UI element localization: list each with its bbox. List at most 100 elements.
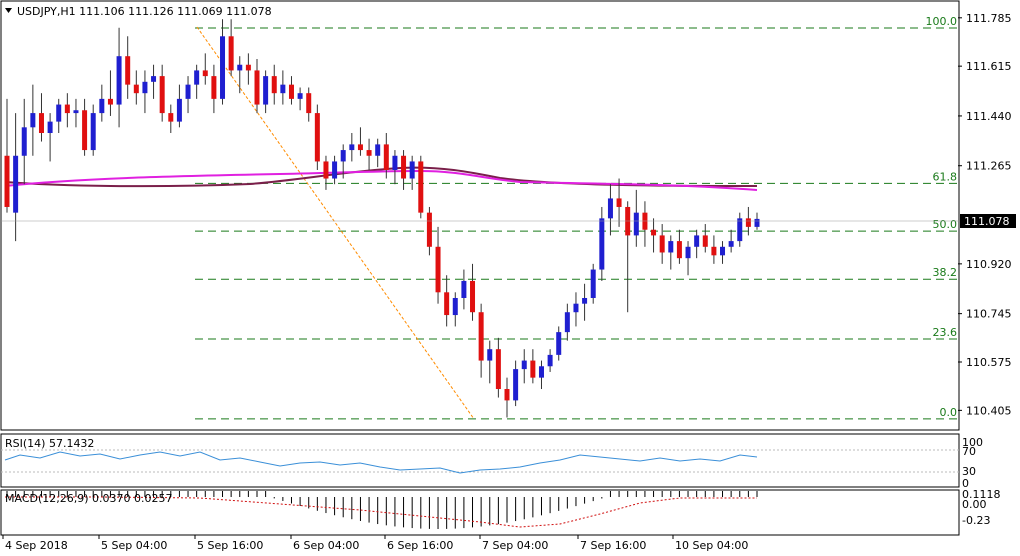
candle-body	[64, 104, 70, 114]
symbol-info: USDJPY,H1 111.106 111.126 111.069 111.07…	[17, 5, 272, 18]
macd-tick-top: 0.1118	[962, 488, 1001, 501]
candle-body	[720, 246, 726, 256]
symbol-dropdown-icon[interactable]	[5, 8, 12, 13]
time-tick-label: 5 Sep 04:00	[101, 539, 167, 552]
candle-body	[133, 84, 139, 94]
candle-body	[745, 218, 751, 227]
candle-body	[401, 155, 407, 179]
time-tick-label: 5 Sep 16:00	[197, 539, 263, 552]
candle-body	[409, 161, 415, 179]
candle-body	[737, 218, 743, 242]
candle-body	[547, 354, 553, 367]
fib-level-label-2: 50.0	[933, 218, 958, 231]
candle-body	[711, 246, 717, 256]
candle-body	[340, 150, 346, 162]
candle-body	[168, 113, 174, 122]
price-axis: 111.785 111.615 111.440 111.265 110.920 110.7…	[958, 12, 1012, 417]
rsi-line	[4, 451, 758, 474]
fib-level-label-4: 23.6	[933, 326, 958, 339]
candle-body	[73, 110, 79, 114]
candle-body	[314, 113, 320, 162]
price-tick-label: 110.575	[966, 356, 1012, 369]
candle-body	[582, 297, 588, 304]
candle-body	[254, 70, 260, 105]
candle-body	[694, 235, 700, 247]
candle-body	[228, 36, 234, 71]
candle-body	[521, 360, 527, 370]
candle-body	[616, 198, 622, 207]
time-tick-label: 6 Sep 16:00	[387, 539, 453, 552]
macd-histogram	[6, 491, 758, 529]
candle-body	[202, 70, 208, 77]
time-tick-label: 10 Sep 04:00	[675, 539, 748, 552]
candle-body	[4, 155, 10, 207]
candle-body	[530, 360, 536, 378]
candle-body	[573, 303, 579, 313]
candle-body	[383, 144, 389, 170]
candle-body	[651, 229, 657, 236]
candle-body	[263, 76, 269, 105]
candle-body	[495, 349, 501, 390]
candle-body	[280, 84, 286, 94]
candle-body	[90, 113, 96, 151]
candle-body	[47, 121, 53, 134]
price-panel-frame	[0, 0, 960, 431]
macd-label: MACD(12,26,9) 0.0370 0.0257	[5, 492, 173, 505]
candle-body	[556, 332, 562, 355]
candle-body	[754, 218, 760, 227]
candle-body	[444, 292, 450, 316]
candle-body	[159, 76, 165, 114]
candle-body	[392, 155, 398, 170]
fib-level-label-5: 0.0	[940, 406, 958, 419]
candle-body	[220, 36, 226, 99]
candle-body	[288, 84, 294, 99]
candle-body	[99, 98, 105, 114]
candle-body	[56, 104, 62, 122]
candle-body	[685, 246, 691, 259]
price-tick-label: 110.745	[966, 308, 1012, 321]
fib-level-label-1: 61.8	[933, 170, 958, 183]
candle-body	[470, 280, 476, 313]
candle-body	[375, 144, 381, 156]
candle-body	[366, 150, 372, 156]
candle-body	[107, 98, 113, 105]
candle-body	[323, 161, 329, 179]
price-tick-label: 110.920	[966, 258, 1012, 271]
time-tick-label: 7 Sep 16:00	[580, 539, 646, 552]
fibonacci-retracement[interactable]: 100.0 61.8 50.0 38.2 23.6 0.0	[195, 15, 958, 420]
candle-body	[82, 110, 88, 151]
candle-body	[332, 161, 338, 179]
price-tick-label: 111.265	[966, 160, 1012, 173]
fib-level-label-3: 38.2	[933, 266, 958, 279]
macd-panel-frame	[0, 489, 960, 536]
rsi-panel-frame	[0, 433, 960, 488]
candle-body	[728, 241, 734, 247]
candle-body	[452, 297, 458, 316]
candle-body	[668, 241, 674, 253]
candle-body	[702, 235, 708, 247]
candle-body	[478, 312, 484, 361]
candle-body	[676, 241, 682, 259]
rsi-tick-0: 0	[962, 477, 969, 490]
price-tick-label: 111.785	[966, 12, 1012, 25]
candle-body	[21, 127, 27, 156]
candle-body	[349, 144, 355, 151]
candle-body	[435, 246, 441, 293]
candle-body	[142, 81, 148, 94]
candle-body	[513, 369, 519, 401]
macd-signal-line	[5, 496, 757, 528]
time-tick-label: 4 Sep 2018	[5, 539, 68, 552]
candle-body	[211, 76, 217, 99]
candle-body	[116, 56, 122, 105]
candle-body	[151, 76, 157, 82]
time-axis: 4 Sep 2018 5 Sep 04:00 5 Sep 16:00 6 Sep 04…	[2, 535, 748, 552]
candle-body	[590, 269, 596, 298]
candle-body	[38, 113, 44, 134]
candle-body	[504, 389, 510, 401]
candle-body	[564, 312, 570, 333]
candle-body	[176, 98, 182, 122]
candle-body	[461, 280, 467, 298]
macd-tick-zero: 0.00	[962, 498, 987, 511]
price-tick-label: 111.615	[966, 60, 1012, 73]
